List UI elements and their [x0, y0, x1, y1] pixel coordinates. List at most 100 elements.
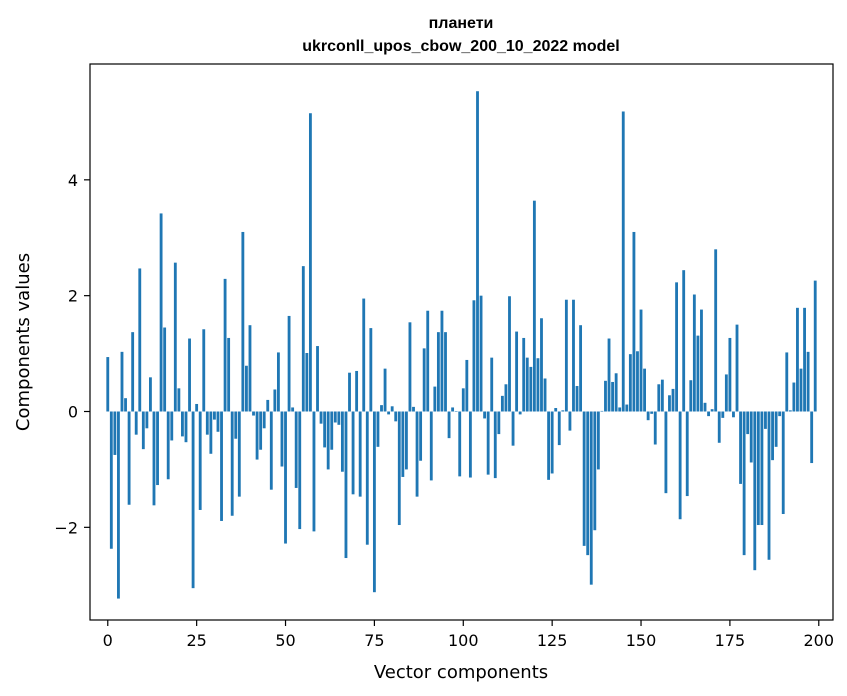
bar-168 [703, 402, 707, 412]
x-tick-label-125: 125 [537, 631, 568, 650]
bar-70 [355, 370, 359, 412]
bar-102 [468, 411, 472, 478]
x-tick-label-25: 25 [186, 631, 206, 650]
bar-40 [248, 325, 252, 412]
bar-109 [493, 411, 497, 479]
bar-75 [372, 411, 376, 593]
bar-58 [312, 411, 316, 532]
bar-68 [348, 372, 351, 412]
bar-63 [330, 411, 334, 450]
bar-178 [739, 411, 742, 484]
x-axis-label: Vector components [374, 662, 548, 683]
bar-84 [404, 411, 408, 470]
bar-189 [778, 411, 782, 417]
bar-7 [131, 332, 135, 412]
bar-113 [508, 296, 511, 412]
bar-30 [213, 411, 216, 420]
bar-59 [316, 346, 319, 412]
bar-100 [461, 388, 465, 412]
bar-111 [500, 395, 504, 412]
bar-19 [173, 262, 177, 412]
x-tick-label-50: 50 [275, 631, 295, 650]
bar-64 [333, 411, 337, 423]
bar-96 [447, 411, 451, 439]
bar-134 [582, 411, 586, 546]
bar-42 [255, 411, 259, 460]
bar-6 [127, 411, 131, 505]
bar-177 [735, 324, 739, 412]
bar-120 [532, 200, 536, 412]
bar-66 [340, 411, 344, 472]
bar-133 [579, 325, 583, 412]
bar-162 [682, 270, 686, 412]
bar-89 [422, 348, 426, 412]
x-axis-ticks: 0 25 50 75 100 125 150 175 200 [103, 620, 834, 650]
bar-164 [689, 380, 693, 412]
bar-179 [742, 411, 746, 556]
bar-193 [792, 382, 796, 412]
bar-135 [586, 411, 590, 556]
bar-114 [511, 411, 515, 446]
x-tick-label-200: 200 [804, 631, 835, 650]
bar-145 [621, 111, 625, 412]
bar-153 [650, 411, 654, 414]
y-axis-label: Components values [13, 253, 34, 431]
bar-147 [628, 354, 632, 412]
y-tick-label-0: 0 [68, 403, 78, 422]
bar-73 [365, 411, 369, 545]
bar-76 [376, 411, 380, 447]
bar-74 [369, 328, 373, 412]
bar-127 [557, 411, 561, 446]
bar-99 [458, 411, 462, 477]
bar-51 [287, 315, 291, 412]
bar-38 [241, 231, 245, 412]
bar-143 [614, 373, 618, 412]
bar-140 [604, 380, 607, 412]
bar-82 [397, 411, 401, 526]
bar-128 [561, 410, 565, 412]
bar-166 [696, 335, 700, 412]
bar-52 [291, 407, 295, 412]
chart-title-line-1: планети [429, 15, 494, 32]
bar-136 [589, 411, 593, 585]
bar-94 [440, 310, 444, 412]
bar-24 [191, 411, 195, 589]
bar-149 [636, 351, 639, 412]
bar-18 [170, 411, 174, 441]
bar-44 [262, 411, 266, 429]
bars-group [106, 91, 817, 599]
bar-184 [760, 411, 764, 526]
bar-91 [429, 411, 433, 481]
bar-12 [149, 377, 152, 412]
bar-87 [415, 411, 419, 497]
bar-144 [618, 407, 622, 412]
y-tick-label--2: −2 [54, 518, 78, 537]
x-tick-label-100: 100 [448, 631, 479, 650]
bar-146 [625, 404, 629, 412]
bar-119 [529, 366, 533, 412]
bar-123 [543, 378, 547, 412]
bar-150 [639, 309, 643, 412]
bar-154 [653, 411, 657, 445]
bar-83 [401, 411, 405, 477]
bar-54 [298, 411, 302, 530]
bar-196 [803, 307, 806, 412]
bar-28 [205, 411, 209, 435]
bar-34 [227, 337, 231, 412]
bar-85 [408, 322, 412, 412]
bar-20 [177, 388, 181, 412]
bar-13 [152, 411, 156, 506]
bar-122 [540, 318, 543, 412]
bar-160 [675, 282, 678, 412]
bar-107 [486, 411, 490, 475]
bar-90 [426, 310, 430, 412]
bar-126 [554, 408, 558, 412]
bar-86 [412, 406, 415, 412]
bar-25 [195, 403, 199, 412]
x-tick-label-150: 150 [626, 631, 657, 650]
bar-53 [294, 411, 298, 488]
bar-45 [266, 399, 270, 412]
bar-121 [536, 358, 540, 412]
bar-92 [433, 386, 437, 412]
bar-9 [138, 268, 142, 412]
